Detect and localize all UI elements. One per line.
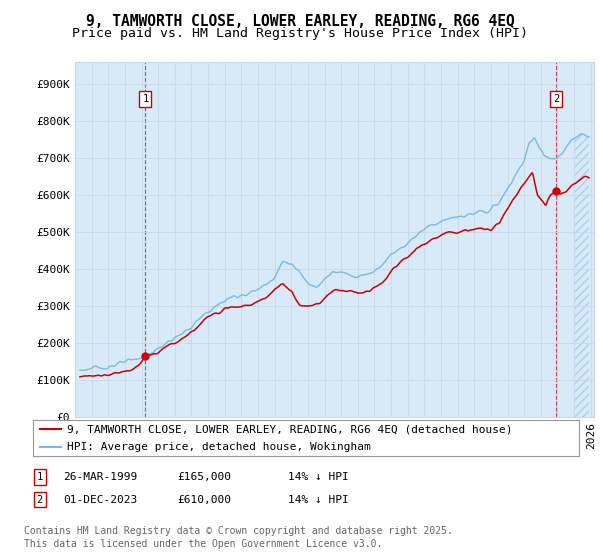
Text: 2: 2 [553,94,559,104]
Text: 1: 1 [142,94,148,104]
Text: HPI: Average price, detached house, Wokingham: HPI: Average price, detached house, Woki… [67,442,371,452]
Text: 9, TAMWORTH CLOSE, LOWER EARLEY, READING, RG6 4EQ: 9, TAMWORTH CLOSE, LOWER EARLEY, READING… [86,14,514,29]
Text: Price paid vs. HM Land Registry's House Price Index (HPI): Price paid vs. HM Land Registry's House … [72,27,528,40]
Text: This data is licensed under the Open Government Licence v3.0.: This data is licensed under the Open Gov… [24,539,382,549]
Text: Contains HM Land Registry data © Crown copyright and database right 2025.: Contains HM Land Registry data © Crown c… [24,526,453,536]
Text: 14% ↓ HPI: 14% ↓ HPI [288,494,349,505]
Text: £610,000: £610,000 [177,494,231,505]
Text: 9, TAMWORTH CLOSE, LOWER EARLEY, READING, RG6 4EQ (detached house): 9, TAMWORTH CLOSE, LOWER EARLEY, READING… [67,424,512,434]
Text: £165,000: £165,000 [177,472,231,482]
Text: 2: 2 [37,494,43,505]
Text: 1: 1 [37,472,43,482]
Text: 26-MAR-1999: 26-MAR-1999 [63,472,137,482]
Text: 01-DEC-2023: 01-DEC-2023 [63,494,137,505]
Text: 14% ↓ HPI: 14% ↓ HPI [288,472,349,482]
